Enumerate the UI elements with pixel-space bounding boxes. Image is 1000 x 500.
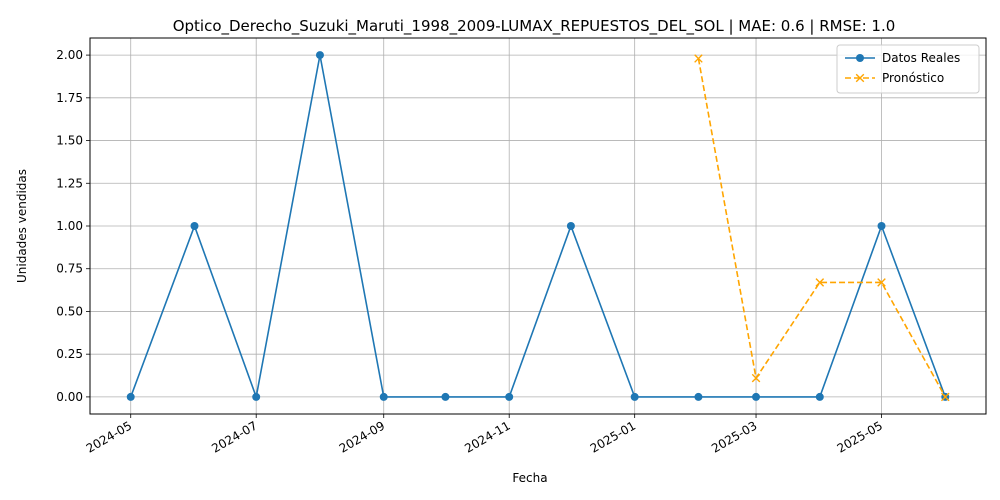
series-layer: [126, 51, 950, 402]
data-point: [694, 54, 703, 63]
data-point: [877, 278, 886, 287]
data-point: [566, 222, 575, 230]
y-tick-label: 0.25: [56, 347, 83, 361]
y-tick-label: 1.50: [56, 134, 83, 148]
data-point: [752, 392, 761, 401]
data-point: [190, 222, 199, 230]
y-tick-label: 1.25: [56, 176, 83, 190]
legend-frame: [836, 44, 980, 94]
legend-label: Pronóstico: [882, 71, 944, 85]
data-point: [505, 392, 514, 401]
legend-marker: [856, 54, 864, 62]
series-line: [697, 58, 946, 398]
data-point: [379, 392, 388, 401]
series-0: [126, 51, 950, 401]
series-line: [129, 54, 947, 400]
series-1: [694, 54, 950, 402]
data-point: [877, 222, 886, 230]
data-point: [940, 392, 950, 402]
y-axis: 0.00 0.25 0.50 0.75 1.00 1.25 1.50 1.75 2.00: [56, 48, 90, 404]
y-tick-label: 1.00: [56, 219, 83, 233]
data-point: [815, 278, 825, 287]
legend-label: Datos Reales: [882, 51, 960, 65]
data-point: [252, 392, 261, 401]
grid: [90, 38, 986, 414]
data-point: [315, 51, 324, 60]
y-tick-label: 0.75: [56, 262, 83, 276]
data-point: [815, 392, 824, 401]
y-axis-label: Unidades vendidas: [15, 169, 29, 283]
legend: Datos Reales Pronóstico: [836, 44, 980, 94]
y-tick-label: 0.00: [56, 390, 83, 404]
x-axis-label: Fecha: [512, 471, 547, 485]
y-tick-label: 0.50: [56, 304, 83, 318]
legend-marker: [855, 73, 865, 83]
data-point: [630, 392, 639, 401]
data-point: [751, 373, 761, 383]
y-tick-label: 1.75: [56, 91, 83, 105]
data-point: [694, 392, 703, 401]
chart-title: Optico_Derecho_Suzuki_Maruti_1998_2009-L…: [173, 17, 896, 36]
data-point: [126, 392, 135, 401]
y-tick-label: 2.00: [56, 48, 83, 62]
data-point: [441, 392, 450, 401]
